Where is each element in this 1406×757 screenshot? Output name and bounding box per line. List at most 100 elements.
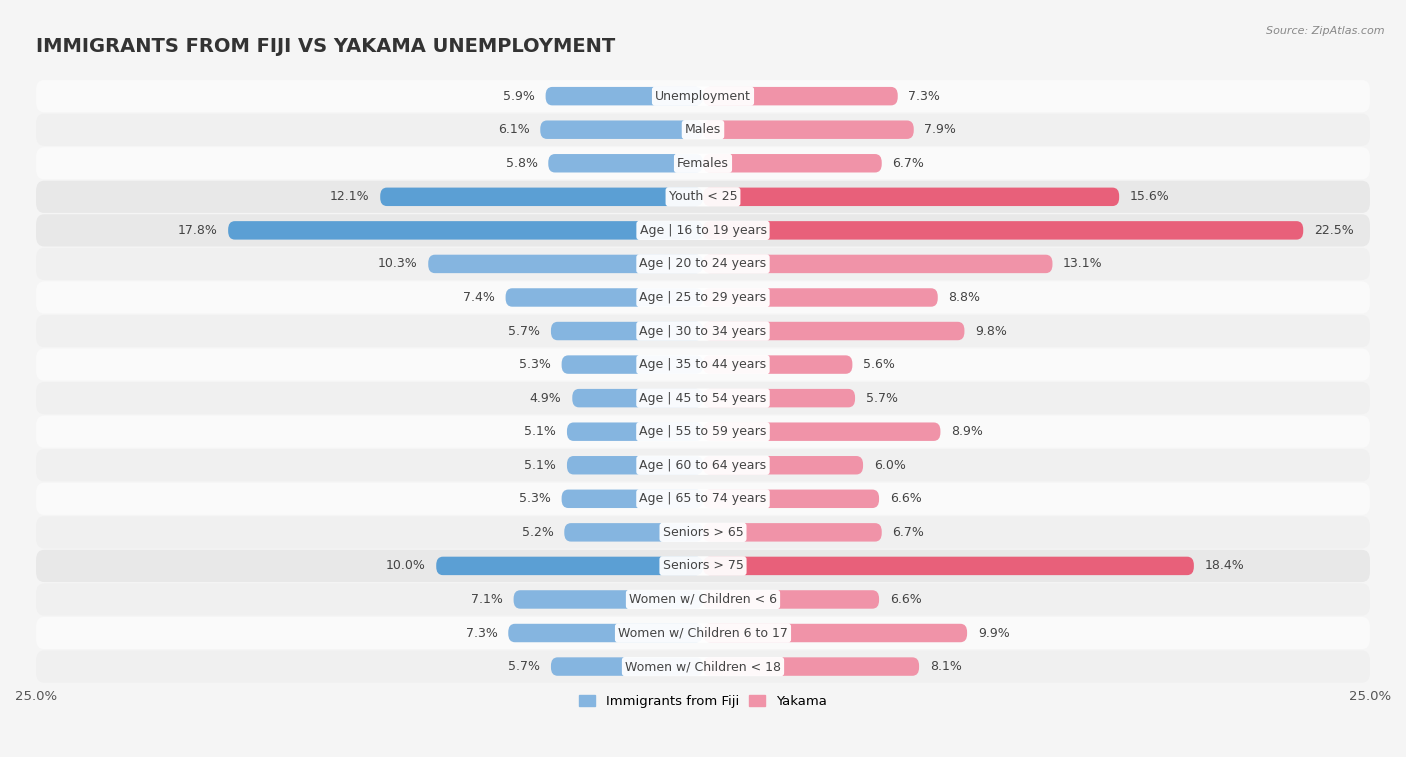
Text: Women w/ Children < 6: Women w/ Children < 6	[628, 593, 778, 606]
FancyBboxPatch shape	[561, 355, 703, 374]
Text: 8.9%: 8.9%	[950, 425, 983, 438]
FancyBboxPatch shape	[37, 550, 1369, 582]
Text: Females: Females	[678, 157, 728, 170]
FancyBboxPatch shape	[546, 87, 703, 105]
Text: Unemployment: Unemployment	[655, 89, 751, 103]
FancyBboxPatch shape	[508, 624, 703, 642]
FancyBboxPatch shape	[703, 590, 879, 609]
Text: 5.3%: 5.3%	[519, 492, 551, 506]
FancyBboxPatch shape	[703, 624, 967, 642]
Text: 5.1%: 5.1%	[524, 425, 557, 438]
FancyBboxPatch shape	[703, 221, 1303, 240]
Text: 5.3%: 5.3%	[519, 358, 551, 371]
FancyBboxPatch shape	[506, 288, 703, 307]
FancyBboxPatch shape	[703, 523, 882, 541]
FancyBboxPatch shape	[564, 523, 703, 541]
FancyBboxPatch shape	[703, 120, 914, 139]
Text: IMMIGRANTS FROM FIJI VS YAKAMA UNEMPLOYMENT: IMMIGRANTS FROM FIJI VS YAKAMA UNEMPLOYM…	[37, 37, 616, 56]
Text: 17.8%: 17.8%	[177, 224, 218, 237]
FancyBboxPatch shape	[703, 288, 938, 307]
Text: 13.1%: 13.1%	[1063, 257, 1102, 270]
FancyBboxPatch shape	[37, 214, 1369, 247]
Text: 9.8%: 9.8%	[976, 325, 1007, 338]
FancyBboxPatch shape	[228, 221, 703, 240]
Text: 5.9%: 5.9%	[503, 89, 534, 103]
FancyBboxPatch shape	[37, 617, 1369, 649]
Text: 8.8%: 8.8%	[949, 291, 980, 304]
Text: Women w/ Children 6 to 17: Women w/ Children 6 to 17	[619, 627, 787, 640]
Text: 5.7%: 5.7%	[508, 660, 540, 673]
FancyBboxPatch shape	[572, 389, 703, 407]
Text: Age | 55 to 59 years: Age | 55 to 59 years	[640, 425, 766, 438]
FancyBboxPatch shape	[37, 315, 1369, 347]
Legend: Immigrants from Fiji, Yakama: Immigrants from Fiji, Yakama	[574, 690, 832, 713]
Text: Males: Males	[685, 123, 721, 136]
FancyBboxPatch shape	[703, 322, 965, 340]
Text: Source: ZipAtlas.com: Source: ZipAtlas.com	[1267, 26, 1385, 36]
Text: 10.3%: 10.3%	[378, 257, 418, 270]
FancyBboxPatch shape	[37, 181, 1369, 213]
FancyBboxPatch shape	[37, 147, 1369, 179]
Text: Age | 20 to 24 years: Age | 20 to 24 years	[640, 257, 766, 270]
Text: 4.9%: 4.9%	[530, 391, 561, 405]
Text: 5.6%: 5.6%	[863, 358, 896, 371]
Text: Seniors > 65: Seniors > 65	[662, 526, 744, 539]
Text: 6.1%: 6.1%	[498, 123, 530, 136]
Text: Age | 65 to 74 years: Age | 65 to 74 years	[640, 492, 766, 506]
Text: 6.6%: 6.6%	[890, 492, 921, 506]
FancyBboxPatch shape	[703, 456, 863, 475]
FancyBboxPatch shape	[37, 348, 1369, 381]
FancyBboxPatch shape	[703, 188, 1119, 206]
Text: 7.1%: 7.1%	[471, 593, 503, 606]
FancyBboxPatch shape	[37, 382, 1369, 414]
Text: Age | 45 to 54 years: Age | 45 to 54 years	[640, 391, 766, 405]
Text: 22.5%: 22.5%	[1315, 224, 1354, 237]
Text: Women w/ Children < 18: Women w/ Children < 18	[626, 660, 780, 673]
FancyBboxPatch shape	[703, 389, 855, 407]
FancyBboxPatch shape	[37, 416, 1369, 448]
Text: Seniors > 75: Seniors > 75	[662, 559, 744, 572]
FancyBboxPatch shape	[703, 254, 1053, 273]
FancyBboxPatch shape	[703, 422, 941, 441]
FancyBboxPatch shape	[703, 87, 898, 105]
FancyBboxPatch shape	[703, 657, 920, 676]
FancyBboxPatch shape	[540, 120, 703, 139]
FancyBboxPatch shape	[561, 490, 703, 508]
Text: Age | 16 to 19 years: Age | 16 to 19 years	[640, 224, 766, 237]
FancyBboxPatch shape	[37, 584, 1369, 615]
FancyBboxPatch shape	[548, 154, 703, 173]
Text: 5.7%: 5.7%	[866, 391, 898, 405]
Text: 7.9%: 7.9%	[924, 123, 956, 136]
Text: 7.4%: 7.4%	[463, 291, 495, 304]
FancyBboxPatch shape	[380, 188, 703, 206]
Text: 5.2%: 5.2%	[522, 526, 554, 539]
FancyBboxPatch shape	[567, 456, 703, 475]
FancyBboxPatch shape	[513, 590, 703, 609]
Text: 12.1%: 12.1%	[330, 190, 370, 204]
Text: 9.9%: 9.9%	[977, 627, 1010, 640]
FancyBboxPatch shape	[703, 556, 1194, 575]
FancyBboxPatch shape	[37, 650, 1369, 683]
FancyBboxPatch shape	[37, 449, 1369, 481]
Text: Age | 60 to 64 years: Age | 60 to 64 years	[640, 459, 766, 472]
FancyBboxPatch shape	[37, 516, 1369, 549]
FancyBboxPatch shape	[429, 254, 703, 273]
FancyBboxPatch shape	[37, 282, 1369, 313]
FancyBboxPatch shape	[37, 483, 1369, 515]
Text: Youth < 25: Youth < 25	[669, 190, 737, 204]
FancyBboxPatch shape	[37, 80, 1369, 112]
Text: 18.4%: 18.4%	[1205, 559, 1244, 572]
Text: 5.8%: 5.8%	[506, 157, 537, 170]
FancyBboxPatch shape	[567, 422, 703, 441]
Text: 5.7%: 5.7%	[508, 325, 540, 338]
FancyBboxPatch shape	[551, 657, 703, 676]
Text: Age | 30 to 34 years: Age | 30 to 34 years	[640, 325, 766, 338]
Text: Age | 35 to 44 years: Age | 35 to 44 years	[640, 358, 766, 371]
Text: 8.1%: 8.1%	[929, 660, 962, 673]
Text: 7.3%: 7.3%	[908, 89, 941, 103]
Text: 10.0%: 10.0%	[385, 559, 426, 572]
Text: 5.1%: 5.1%	[524, 459, 557, 472]
FancyBboxPatch shape	[37, 248, 1369, 280]
Text: 6.6%: 6.6%	[890, 593, 921, 606]
Text: Age | 25 to 29 years: Age | 25 to 29 years	[640, 291, 766, 304]
